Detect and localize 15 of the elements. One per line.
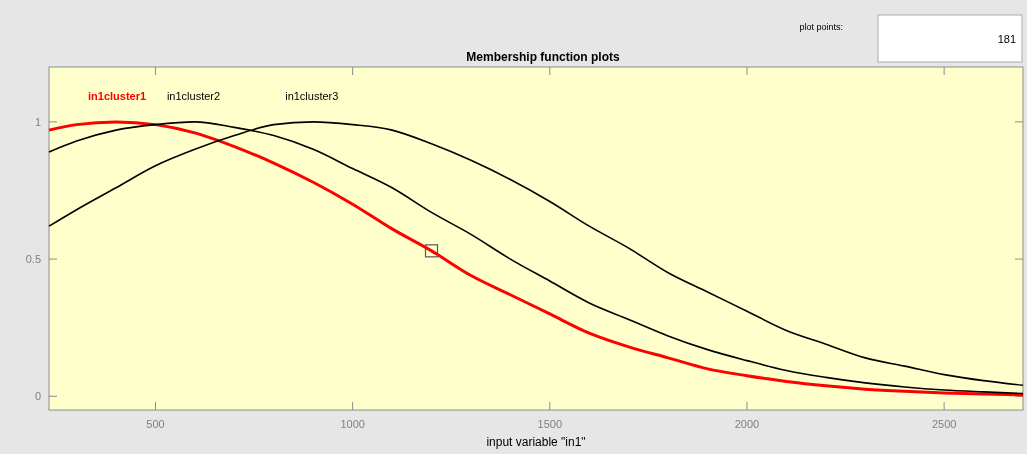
series-label: in1cluster1 — [88, 90, 147, 102]
x-tick-label: 1500 — [537, 418, 563, 430]
chart-title: Membership function plots — [466, 50, 620, 64]
y-tick-label: 1 — [34, 115, 41, 128]
text: 181 — [997, 33, 1016, 45]
x-tick-label: 2000 — [734, 418, 760, 430]
y-tick-label: 0 — [34, 390, 41, 403]
y-tick-label: 0.5 — [25, 253, 41, 266]
text: plot points: — [799, 22, 843, 32]
x-tick-label: 2500 — [931, 418, 957, 430]
x-tick-label: 500 — [146, 418, 165, 430]
series-label: in1cluster2 — [166, 90, 221, 102]
x-axis-title: input variable "in1" — [486, 435, 586, 449]
series-label: in1cluster3 — [285, 90, 339, 102]
x-tick-label: 1000 — [340, 418, 365, 430]
